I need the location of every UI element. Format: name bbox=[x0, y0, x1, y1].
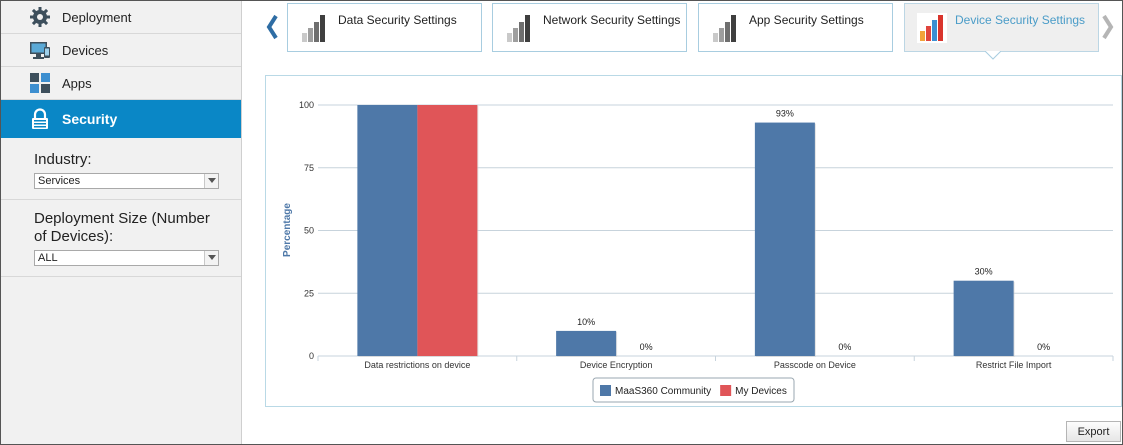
chart-legend: MaaS360 Community My Devices bbox=[592, 377, 795, 403]
data-label: 30% bbox=[975, 267, 993, 277]
tabs-prev-arrow[interactable] bbox=[266, 14, 278, 40]
bar bbox=[556, 330, 617, 356]
deployment-size-filter: Deployment Size (Number of Devices): ALL bbox=[1, 210, 241, 266]
bars bbox=[357, 105, 1015, 357]
bar bbox=[417, 105, 478, 356]
x-tick-label: Device Encryption bbox=[580, 360, 653, 370]
gear-icon bbox=[29, 6, 51, 28]
tab-label: Data Security Settings bbox=[338, 12, 457, 27]
bar-chart-gray-icon bbox=[300, 13, 330, 43]
industry-select-value: Services bbox=[38, 175, 81, 187]
tab-network-security-settings[interactable]: Network Security Settings bbox=[492, 3, 687, 52]
tab-device-security-settings[interactable]: Device Security Settings bbox=[904, 3, 1099, 52]
chevron-down-icon bbox=[204, 174, 218, 188]
data-labels: 10% 0% 93% 0% 30% 0% bbox=[577, 109, 1050, 352]
industry-filter: Industry: Services bbox=[1, 151, 241, 189]
deployment-size-select[interactable]: ALL bbox=[34, 250, 219, 266]
bar bbox=[357, 105, 418, 356]
y-tick-label: 75 bbox=[304, 163, 314, 173]
data-label: 0% bbox=[838, 342, 851, 352]
tab-label: Network Security Settings bbox=[543, 12, 681, 27]
industry-select[interactable]: Services bbox=[34, 173, 219, 189]
data-label: 93% bbox=[776, 109, 794, 119]
sidebar: Deployment Devices Apps bbox=[1, 1, 242, 444]
tab-label: App Security Settings bbox=[749, 12, 864, 27]
y-tick-label: 100 bbox=[299, 100, 314, 110]
export-button[interactable]: Export bbox=[1066, 421, 1121, 442]
y-axis-label: Percentage bbox=[282, 203, 293, 257]
sidebar-item-security[interactable]: Security bbox=[1, 100, 241, 138]
deployment-size-label-line1: Deployment Size (Number bbox=[34, 210, 210, 227]
bar-chart-gray-icon bbox=[505, 13, 535, 43]
sidebar-item-label: Apps bbox=[62, 75, 92, 91]
bar bbox=[953, 280, 1014, 356]
deployment-size-label-line2: of Devices): bbox=[34, 228, 114, 245]
sidebar-item-devices[interactable]: Devices bbox=[1, 34, 241, 67]
chevron-down-icon bbox=[204, 251, 218, 265]
y-tick-label: 25 bbox=[304, 288, 314, 298]
monitor-icon bbox=[29, 39, 51, 61]
axis-ticks: 0 25 50 75 100 Data restrictions on device Dev… bbox=[299, 100, 1052, 370]
sidebar-item-label: Deployment bbox=[62, 9, 132, 25]
tab-label: Device Security Settings bbox=[955, 12, 1086, 27]
legend-swatch bbox=[600, 385, 611, 396]
chart-panel: 10% 0% 93% 0% 30% 0% 0 25 50 75 100 Data restricti… bbox=[265, 75, 1122, 407]
device-security-chart: 10% 0% 93% 0% 30% 0% 0 25 50 75 100 Data restricti… bbox=[282, 100, 1114, 403]
x-tick-label: Passcode on Device bbox=[774, 360, 856, 370]
divider bbox=[1, 199, 241, 200]
y-tick-label: 0 bbox=[309, 351, 314, 361]
y-tick-label: 50 bbox=[304, 226, 314, 236]
sidebar-item-label: Security bbox=[62, 111, 118, 127]
bar bbox=[754, 122, 815, 356]
tab-data-security-settings[interactable]: Data Security Settings bbox=[287, 3, 482, 52]
apps-grid-icon bbox=[29, 72, 51, 94]
data-label: 10% bbox=[577, 317, 595, 327]
data-label: 0% bbox=[640, 342, 653, 352]
x-tick-label: Restrict File Import bbox=[976, 360, 1052, 370]
deployment-size-select-value: ALL bbox=[38, 252, 58, 264]
data-label: 0% bbox=[1037, 342, 1050, 352]
lock-icon bbox=[29, 108, 51, 130]
deployment-size-label: Deployment Size (Number of Devices): bbox=[34, 210, 241, 246]
sidebar-item-deployment[interactable]: Deployment bbox=[1, 1, 241, 34]
sidebar-item-label: Devices bbox=[62, 42, 109, 58]
industry-label: Industry: bbox=[34, 151, 92, 168]
bar-chart-gray-icon bbox=[711, 13, 741, 43]
legend-box bbox=[592, 377, 795, 403]
divider bbox=[1, 276, 241, 277]
legend-label: My Devices bbox=[735, 386, 787, 397]
tab-app-security-settings[interactable]: App Security Settings bbox=[698, 3, 893, 52]
bar-chart-color-icon bbox=[917, 12, 947, 43]
tabs-next-arrow[interactable] bbox=[1102, 14, 1114, 40]
legend-label: MaaS360 Community bbox=[615, 386, 711, 397]
x-tick-label: Data restrictions on device bbox=[364, 360, 470, 370]
legend-swatch bbox=[720, 385, 732, 396]
sidebar-item-apps[interactable]: Apps bbox=[1, 67, 241, 100]
